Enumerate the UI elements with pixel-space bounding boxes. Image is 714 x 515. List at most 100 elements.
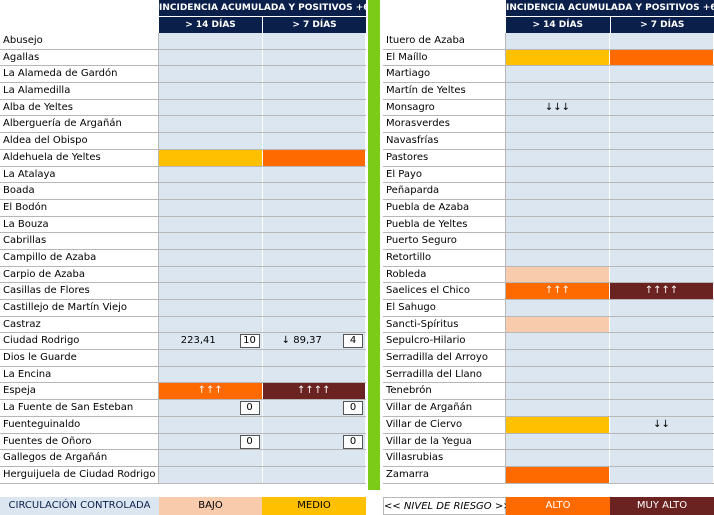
cell-14-days (159, 66, 263, 83)
cell-7-days (610, 49, 714, 66)
table-row: Martiago (383, 66, 714, 84)
header-col-14-days: > 14 DÍAS (506, 17, 611, 33)
header-title: INCIDENCIA ACUMULADA Y POSITIVOS +60 AÑO… (506, 0, 714, 17)
header-blank (0, 0, 159, 33)
cell-7-days (262, 316, 366, 333)
cell-14-days (159, 99, 263, 116)
cell-7-days (610, 366, 714, 383)
positives-count: 4 (343, 334, 363, 349)
municipality-name: El Bodón (0, 199, 159, 216)
cell-14-days (506, 300, 610, 316)
municipality-name: Puebla de Azaba (383, 199, 506, 216)
municipality-name: La Alameda de Gardón (0, 66, 159, 83)
table-row: Sancti-Spíritus (383, 316, 714, 334)
cell-14-days (159, 33, 263, 49)
cell-14-days (506, 249, 610, 266)
legend-medio: MEDIO (262, 497, 366, 515)
municipality-name: Tenebrón (383, 383, 506, 400)
cell-14-days (159, 216, 263, 233)
cell-7-days (610, 333, 714, 350)
cell-14-days (159, 116, 263, 133)
header-col-7-days: > 7 DÍAS (640, 20, 685, 30)
municipality-name: Monsagro (383, 99, 506, 116)
cell-14-days (159, 350, 263, 366)
cell-14-days (506, 266, 610, 283)
cell-7-days (610, 149, 714, 166)
cell-14-days (159, 450, 263, 466)
cell-7-days (610, 316, 714, 333)
table-row: Castraz (0, 316, 366, 334)
table-row: Serradilla del Arroyo (383, 350, 714, 367)
cell-7-days (262, 99, 366, 116)
municipality-name: Fuenteguinaldo (0, 416, 159, 433)
municipality-name: Fuentes de Oñoro (0, 433, 159, 450)
municipality-name: Casillas de Flores (0, 283, 159, 299)
header-group: INCIDENCIA ACUMULADA Y POSITIVOS +60 AÑO… (159, 0, 366, 33)
table-row: La Encina (0, 366, 366, 384)
cell-7-days (262, 183, 366, 199)
cell-7-days (262, 33, 366, 49)
header-group: INCIDENCIA ACUMULADA Y POSITIVOS +60 AÑO… (506, 0, 714, 33)
municipality-name: Villar de Argañán (383, 400, 506, 416)
table-row: Robleda (383, 266, 714, 284)
cell-14-days (159, 49, 263, 66)
right-rows: Ituero de Azaba El Maíllo Martiago Martín d… (383, 33, 714, 484)
legend-gap (366, 497, 383, 515)
municipality-name: Saelices el Chico (383, 283, 506, 299)
cell-7-days (610, 99, 714, 116)
cell-7-days (262, 149, 366, 166)
left-panel: INCIDENCIA ACUMULADA Y POSITIVOS +60 AÑO… (0, 0, 366, 484)
table-row: La Atalaya (0, 166, 366, 184)
cell-7-days (262, 216, 366, 233)
cell-14-days: ↓↓↓ (506, 99, 610, 116)
table-row: Campillo de Azaba (0, 249, 366, 267)
cell-7-days (610, 199, 714, 216)
municipality-name: Villasrubias (383, 450, 506, 466)
municipality-name: Puerto Seguro (383, 233, 506, 249)
cell-14-days: 0 (159, 433, 263, 450)
positives-count: 10 (239, 334, 260, 349)
cell-14-days (506, 333, 610, 350)
left-rows: Abusejo Agallas La Alameda de Gardón La Ala… (0, 33, 366, 484)
cell-14-days (506, 433, 610, 450)
table-row: El Sahugo (383, 300, 714, 317)
municipality-name: El Sahugo (383, 300, 506, 316)
cell-7-days (610, 400, 714, 416)
positives-count: 0 (343, 401, 363, 416)
cell-14-days (506, 83, 610, 99)
cell-14-days (159, 233, 263, 249)
cell-14-days (506, 33, 610, 49)
cell-14-days (506, 383, 610, 400)
cell-14-days: ↑↑↑ (506, 283, 610, 299)
trend-arrows: ↑↑↑ (544, 285, 571, 297)
cell-14-days (506, 316, 610, 333)
header-col-14-days: > 14 DÍAS (159, 17, 263, 33)
municipality-name: Zamarra (383, 466, 506, 483)
cell-14-days (506, 66, 610, 83)
cell-14-days (159, 466, 263, 483)
table-row: Gallegos de Argañán (0, 450, 366, 467)
trend-arrows: ↓↓ (653, 418, 670, 430)
table-row: Zamarra (383, 466, 714, 484)
municipality-name: Agallas (0, 49, 159, 66)
municipality-name: Campillo de Azaba (0, 249, 159, 266)
table-row: El Payo (383, 166, 714, 184)
trend-arrows: ↑↑↑↑ (644, 285, 679, 297)
table-row: Puebla de Azaba (383, 199, 714, 217)
cell-7-days (262, 49, 366, 66)
municipality-name: Martín de Yeltes (383, 83, 506, 99)
municipality-name: Retortillo (383, 249, 506, 266)
trend-arrows: ↑↑↑ (197, 385, 223, 397)
table-row: Cabrillas (0, 233, 366, 250)
cell-7-days: 0 (262, 400, 366, 416)
cell-7-days (610, 83, 714, 99)
cell-7-days (262, 199, 366, 216)
table-row: Navasfrías (383, 133, 714, 150)
table-row: Martín de Yeltes (383, 83, 714, 100)
municipality-name: El Payo (383, 166, 506, 183)
table-row: La Alameda de Gardón (0, 66, 366, 84)
table-row: Espeja ↑↑↑ ↑↑↑↑ (0, 383, 366, 401)
table-row: Dios le Guarde (0, 350, 366, 367)
risk-legend: CIRCULACIÓN CONTROLADA BAJO MEDIO << NIV… (0, 497, 714, 515)
trend-arrows: ↓↓↓ (544, 101, 571, 113)
